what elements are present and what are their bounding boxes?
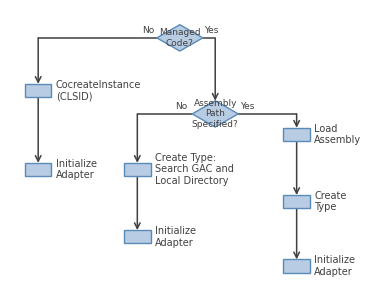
Bar bbox=[124, 230, 151, 243]
Text: Initialize
Adapter: Initialize Adapter bbox=[314, 255, 355, 277]
Bar bbox=[25, 163, 51, 176]
Bar bbox=[283, 259, 310, 273]
Bar bbox=[124, 163, 151, 176]
Text: Create
Type: Create Type bbox=[314, 191, 347, 212]
Bar bbox=[283, 128, 310, 141]
Text: Assembly
Path
Specified?: Assembly Path Specified? bbox=[192, 99, 238, 129]
Text: No: No bbox=[176, 102, 188, 111]
Text: Initialize
Adapter: Initialize Adapter bbox=[56, 159, 97, 180]
Text: No: No bbox=[142, 26, 154, 35]
Text: Load
Assembly: Load Assembly bbox=[314, 124, 361, 145]
Text: Yes: Yes bbox=[240, 102, 254, 111]
Bar bbox=[25, 84, 51, 97]
Text: Initialize
Adapter: Initialize Adapter bbox=[155, 226, 196, 248]
Text: CocreateInstance
(CLSID): CocreateInstance (CLSID) bbox=[56, 80, 141, 101]
Polygon shape bbox=[157, 25, 203, 51]
Bar bbox=[283, 195, 310, 208]
Text: Yes: Yes bbox=[205, 26, 219, 35]
Text: Create Type:
Search GAC and
Local Directory: Create Type: Search GAC and Local Direct… bbox=[155, 153, 234, 186]
Text: Managed
Code?: Managed Code? bbox=[159, 28, 201, 48]
Polygon shape bbox=[192, 101, 238, 127]
